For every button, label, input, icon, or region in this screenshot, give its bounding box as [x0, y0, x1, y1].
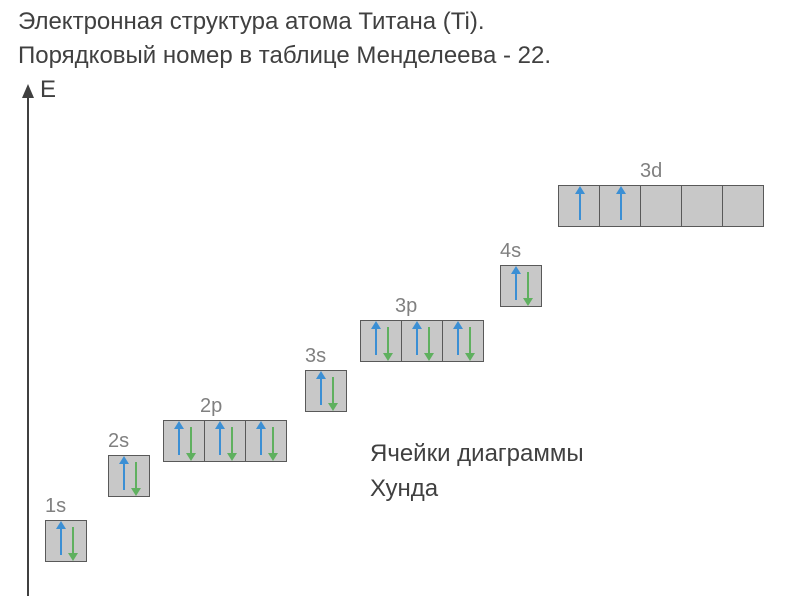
orbital-cell [45, 520, 87, 562]
orbital-cells-2p [163, 420, 287, 462]
orbital-label-1s: 1s [45, 495, 66, 518]
orbital-cells-3d [558, 185, 764, 227]
electron-spin-up-icon [219, 427, 221, 455]
caption-line-1: Ячейки диаграммы [370, 440, 584, 468]
orbital-cells-3p [360, 320, 484, 362]
electron-spin-up-icon [60, 527, 62, 555]
orbital-cell [401, 320, 443, 362]
electron-spin-up-icon [620, 192, 622, 220]
orbital-cell [163, 420, 205, 462]
canvas: Электронная структура атома Титана (Ti).… [0, 0, 800, 600]
orbital-cells-3s [305, 370, 347, 412]
orbital-label-3p: 3p [395, 295, 417, 318]
electron-spin-up-icon [515, 272, 517, 300]
orbital-label-2p: 2p [200, 395, 222, 418]
electron-spin-up-icon [178, 427, 180, 455]
orbital-cell [204, 420, 246, 462]
orbital-cells-4s [500, 265, 542, 307]
electron-spin-up-icon [579, 192, 581, 220]
caption-line-2: Хунда [370, 475, 438, 503]
electron-spin-up-icon [416, 327, 418, 355]
electron-spin-down-icon [72, 527, 74, 555]
axis-label: E [40, 76, 56, 104]
electron-spin-up-icon [457, 327, 459, 355]
title-line-1: Электронная структура атома Титана (Ti). [18, 8, 485, 36]
electron-spin-down-icon [190, 427, 192, 455]
electron-spin-up-icon [375, 327, 377, 355]
electron-spin-up-icon [123, 462, 125, 490]
electron-spin-down-icon [231, 427, 233, 455]
orbital-label-3s: 3s [305, 345, 326, 368]
orbital-cell [500, 265, 542, 307]
title-line-2: Порядковый номер в таблице Менделеева - … [18, 42, 551, 70]
electron-spin-down-icon [469, 327, 471, 355]
electron-spin-down-icon [527, 272, 529, 300]
orbital-label-3d: 3d [640, 160, 662, 183]
electron-spin-up-icon [320, 377, 322, 405]
energy-axis [27, 96, 29, 596]
electron-spin-down-icon [272, 427, 274, 455]
orbital-cell [442, 320, 484, 362]
orbital-label-4s: 4s [500, 240, 521, 263]
orbital-cell [360, 320, 402, 362]
orbital-cell [558, 185, 600, 227]
electron-spin-up-icon [260, 427, 262, 455]
orbital-cell [245, 420, 287, 462]
electron-spin-down-icon [135, 462, 137, 490]
electron-spin-down-icon [387, 327, 389, 355]
orbital-cell [640, 185, 682, 227]
electron-spin-down-icon [428, 327, 430, 355]
orbital-cell [722, 185, 764, 227]
orbital-cell [305, 370, 347, 412]
orbital-label-2s: 2s [108, 430, 129, 453]
orbital-cells-1s [45, 520, 87, 562]
orbital-cell [681, 185, 723, 227]
orbital-cell [108, 455, 150, 497]
orbital-cells-2s [108, 455, 150, 497]
orbital-cell [599, 185, 641, 227]
electron-spin-down-icon [332, 377, 334, 405]
